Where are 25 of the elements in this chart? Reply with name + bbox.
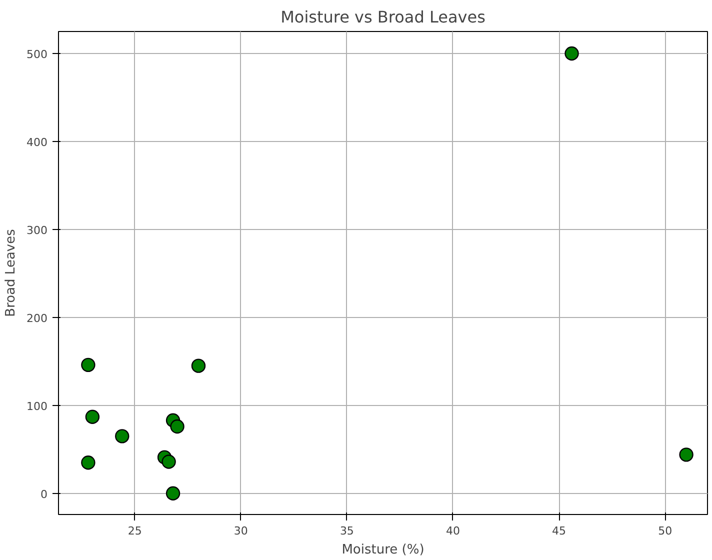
point xyxy=(166,486,180,500)
point xyxy=(170,419,184,434)
point xyxy=(85,410,100,424)
x-tick-label: 50 xyxy=(658,524,672,538)
point xyxy=(81,358,96,372)
y-axis-title: Broad Leaves xyxy=(4,228,19,317)
point xyxy=(679,448,694,462)
y-tick-label: 0 xyxy=(40,488,48,501)
x-tick-label: 40 xyxy=(446,524,460,538)
point xyxy=(191,358,206,373)
point xyxy=(115,429,130,444)
x-tick-label: 35 xyxy=(340,524,354,538)
point xyxy=(162,454,176,469)
point xyxy=(564,46,579,61)
y-tick-label: 300 xyxy=(26,224,48,237)
x-tick-label: 30 xyxy=(234,524,248,538)
y-tick-label: 500 xyxy=(26,48,48,61)
y-tick-label: 200 xyxy=(26,312,48,325)
y-tick-label: 400 xyxy=(26,136,48,149)
y-tick-label: 100 xyxy=(26,400,48,413)
x-tick-label: 45 xyxy=(552,524,566,538)
x-axis-title: Moisture (%) xyxy=(342,542,424,558)
x-tick-label: 25 xyxy=(128,524,142,538)
chart-title: Moisture vs Broad Leaves xyxy=(280,8,486,26)
point xyxy=(81,456,96,470)
